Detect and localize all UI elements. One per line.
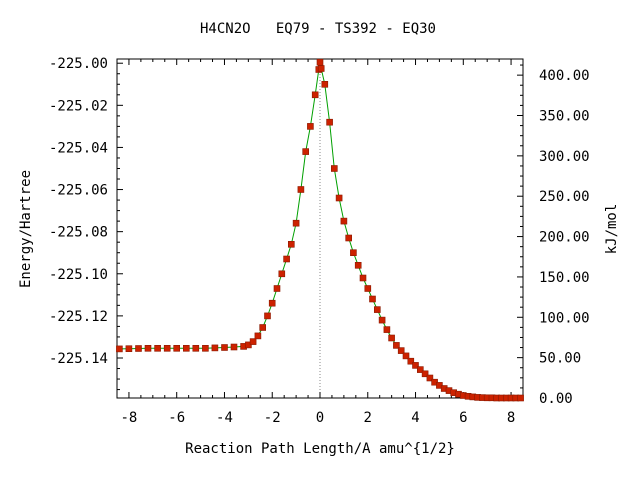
- y-tick-label: -225.00: [49, 56, 108, 72]
- x-axis-label: Reaction Path Length/A amu^{1/2}: [185, 441, 455, 457]
- data-point: [397, 347, 405, 354]
- data-point: [273, 285, 281, 292]
- data-point: [354, 261, 362, 269]
- y2-tick-label: 200.00: [539, 230, 590, 246]
- data-point: [297, 186, 305, 193]
- x-tick-label: 8: [507, 410, 515, 426]
- x-tick-label: -2: [264, 410, 281, 426]
- data-point: [259, 324, 267, 331]
- data-point: [268, 299, 276, 307]
- y-tick-label: -225.02: [49, 98, 108, 114]
- y2-tick-label: 400.00: [539, 68, 590, 84]
- data-point: [221, 344, 228, 351]
- x-tick-label: -4: [216, 410, 233, 426]
- data-point: [317, 65, 325, 72]
- data-point: [340, 217, 348, 225]
- data-point: [345, 234, 353, 242]
- data-point: [364, 285, 372, 292]
- y-tick-label: -225.14: [49, 351, 108, 367]
- data-point: [307, 123, 314, 130]
- data-point: [202, 344, 209, 352]
- y2-tick-label: 150.00: [539, 270, 590, 286]
- data-point: [144, 344, 152, 352]
- data-point: [278, 270, 286, 278]
- data-point: [412, 362, 419, 369]
- x-tick-label: -6: [168, 410, 185, 426]
- y2-tick-label: 350.00: [539, 109, 590, 125]
- y-tick-label: -225.10: [49, 267, 108, 283]
- y-tick-label: -225.06: [49, 183, 108, 199]
- data-point: [183, 344, 190, 352]
- y2-tick-label: 50.00: [539, 351, 581, 367]
- x-tick-label: 6: [459, 410, 467, 426]
- x-tick-label: 0: [316, 410, 324, 426]
- x-tick-label: 2: [364, 410, 372, 426]
- y-tick-label: -225.04: [49, 140, 108, 156]
- y2-tick-label: 300.00: [539, 149, 590, 165]
- data-point: [292, 219, 300, 227]
- plot-area: -8 -6 -4 -2 0 2 4 6 8 -225.00 -225.02 -225.04 -225.0…: [49, 56, 590, 426]
- data-point: [416, 366, 424, 373]
- y-axis-label: Energy/Hartree: [18, 170, 34, 288]
- y2-tick-label: 100.00: [539, 310, 590, 326]
- y-tick-label: -225.08: [49, 225, 108, 241]
- data-point: [321, 81, 329, 88]
- y2-tick-label: 250.00: [539, 189, 590, 205]
- data-point: [421, 370, 429, 378]
- data-point: [264, 312, 271, 320]
- x-tick-label: 4: [411, 410, 419, 426]
- data-point: [173, 344, 180, 352]
- y2-axis-label: kJ/mol: [604, 204, 620, 255]
- data-point: [249, 338, 257, 345]
- data-point: [283, 255, 290, 263]
- data-point: [373, 306, 381, 313]
- data-point: [135, 345, 142, 352]
- data-point: [383, 326, 391, 333]
- data-point: [154, 344, 161, 352]
- x-tick-label: -8: [121, 410, 138, 426]
- data-point: [316, 58, 324, 66]
- data-point: [388, 334, 395, 342]
- data-point: [211, 344, 219, 352]
- data-point: [254, 332, 262, 340]
- data-point: [125, 345, 133, 353]
- data-point: [426, 374, 434, 382]
- data-point: [287, 241, 295, 248]
- data-point: [302, 148, 310, 155]
- data-point: [116, 345, 123, 353]
- chart-title: H4CN2O EQ79 - TS392 - EQ30: [200, 21, 436, 37]
- data-point: [359, 274, 367, 282]
- data-point: [350, 249, 357, 256]
- data-point: [407, 357, 415, 365]
- data-point: [402, 352, 410, 360]
- data-point: [330, 165, 338, 172]
- data-point: [369, 295, 376, 303]
- data-point: [163, 344, 171, 352]
- data-point: [311, 91, 319, 99]
- data-point: [192, 344, 200, 352]
- data-point: [517, 394, 524, 402]
- data-point: [335, 194, 343, 202]
- y-tick-label: -225.12: [49, 309, 108, 325]
- data-point: [393, 342, 400, 349]
- data-point: [378, 316, 386, 324]
- y2-tick-label: 0.00: [539, 391, 573, 407]
- data-point: [230, 343, 238, 351]
- data-point: [326, 118, 333, 126]
